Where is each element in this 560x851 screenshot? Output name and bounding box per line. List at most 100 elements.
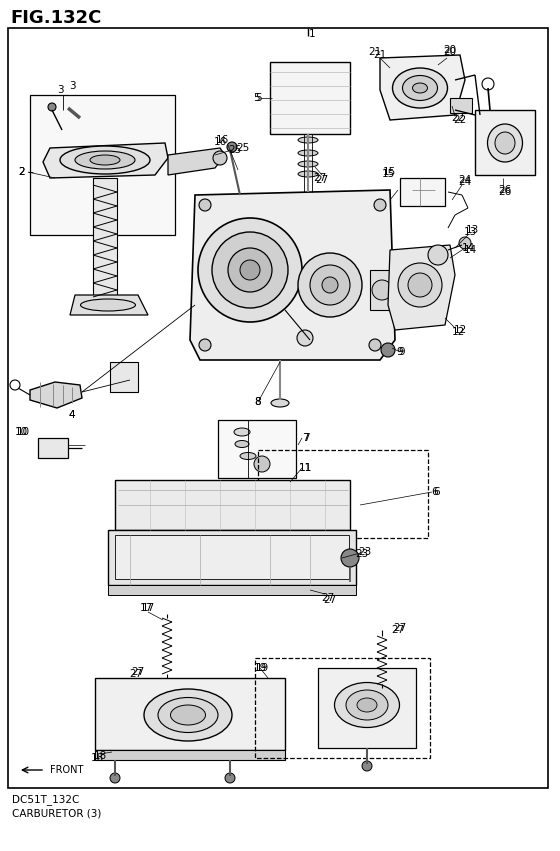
Bar <box>218 420 296 478</box>
Text: 8: 8 <box>255 397 262 407</box>
Text: FIG.132C: FIG.132C <box>10 9 101 27</box>
Text: 22: 22 <box>451 113 465 123</box>
Text: FRONT: FRONT <box>50 765 83 775</box>
Ellipse shape <box>235 441 249 448</box>
Text: 22: 22 <box>454 115 466 125</box>
Text: 11: 11 <box>298 463 311 473</box>
Circle shape <box>374 199 386 211</box>
Text: 27: 27 <box>321 593 335 603</box>
Polygon shape <box>388 245 455 330</box>
Text: 15: 15 <box>382 167 396 177</box>
Circle shape <box>199 199 211 211</box>
Circle shape <box>213 151 227 165</box>
Circle shape <box>298 253 362 317</box>
Ellipse shape <box>334 683 399 728</box>
Polygon shape <box>70 295 148 315</box>
Text: 27: 27 <box>315 175 329 185</box>
Text: 6: 6 <box>433 487 440 497</box>
Polygon shape <box>190 190 395 360</box>
Text: 20: 20 <box>444 47 456 57</box>
Bar <box>30 95 175 235</box>
Text: 25: 25 <box>236 143 250 153</box>
Polygon shape <box>168 148 225 175</box>
Circle shape <box>48 103 56 111</box>
Bar <box>318 668 416 748</box>
Ellipse shape <box>81 299 136 311</box>
Text: 18: 18 <box>94 751 106 761</box>
Bar <box>108 530 356 585</box>
Text: 27: 27 <box>391 625 405 635</box>
Ellipse shape <box>234 428 250 436</box>
Circle shape <box>240 260 260 280</box>
Ellipse shape <box>346 690 388 720</box>
Text: 3: 3 <box>57 85 63 95</box>
Text: 16: 16 <box>216 135 228 145</box>
Circle shape <box>381 343 395 357</box>
Text: 2: 2 <box>18 167 25 177</box>
Ellipse shape <box>144 689 232 741</box>
Text: 21: 21 <box>368 47 381 57</box>
Text: 24: 24 <box>459 175 472 185</box>
Circle shape <box>362 761 372 771</box>
Bar <box>38 438 68 458</box>
Ellipse shape <box>75 151 135 169</box>
Text: 3: 3 <box>69 81 75 91</box>
Bar <box>450 98 472 113</box>
Text: 19: 19 <box>253 663 267 673</box>
Circle shape <box>212 232 288 308</box>
Ellipse shape <box>240 453 256 460</box>
Bar <box>115 535 349 579</box>
Polygon shape <box>30 382 82 408</box>
Text: 12: 12 <box>454 325 466 335</box>
Text: 4: 4 <box>69 410 75 420</box>
Text: 27: 27 <box>129 669 143 679</box>
Text: 26: 26 <box>498 185 512 195</box>
Text: 18: 18 <box>90 753 104 763</box>
Ellipse shape <box>357 698 377 712</box>
Bar <box>270 62 350 134</box>
Ellipse shape <box>298 171 318 177</box>
Text: CARBURETOR (3): CARBURETOR (3) <box>12 809 101 819</box>
Polygon shape <box>43 143 168 178</box>
Bar <box>258 450 428 538</box>
Ellipse shape <box>495 132 515 154</box>
Text: 4: 4 <box>69 410 75 420</box>
Text: 27: 27 <box>314 173 326 183</box>
Bar <box>93 178 117 298</box>
Text: 17: 17 <box>141 603 155 613</box>
Bar <box>8 28 548 788</box>
Text: 7: 7 <box>303 433 309 443</box>
Text: 24: 24 <box>459 177 472 187</box>
Circle shape <box>459 237 471 249</box>
Circle shape <box>228 248 272 292</box>
Bar <box>110 362 138 392</box>
Text: DC51T_132C: DC51T_132C <box>12 795 80 805</box>
Bar <box>95 750 285 760</box>
Circle shape <box>227 142 237 152</box>
Ellipse shape <box>298 161 318 167</box>
Ellipse shape <box>90 155 120 165</box>
Bar <box>95 678 285 750</box>
Text: 6: 6 <box>432 487 438 497</box>
Text: 7: 7 <box>302 433 309 443</box>
Bar <box>475 110 535 175</box>
Ellipse shape <box>413 83 427 93</box>
Text: 21: 21 <box>374 50 386 60</box>
Text: 10: 10 <box>15 427 28 437</box>
Circle shape <box>225 773 235 783</box>
Ellipse shape <box>271 399 289 407</box>
Text: 10: 10 <box>17 427 30 437</box>
Circle shape <box>398 263 442 307</box>
Ellipse shape <box>60 146 150 174</box>
Bar <box>400 178 445 206</box>
Ellipse shape <box>403 76 437 100</box>
Circle shape <box>408 273 432 297</box>
Text: 5: 5 <box>255 93 262 103</box>
Text: 11: 11 <box>298 463 311 473</box>
Ellipse shape <box>393 68 447 108</box>
Circle shape <box>372 280 392 300</box>
Text: 17: 17 <box>139 603 153 613</box>
Ellipse shape <box>298 150 318 156</box>
Circle shape <box>322 277 338 293</box>
Text: 9: 9 <box>399 347 405 357</box>
